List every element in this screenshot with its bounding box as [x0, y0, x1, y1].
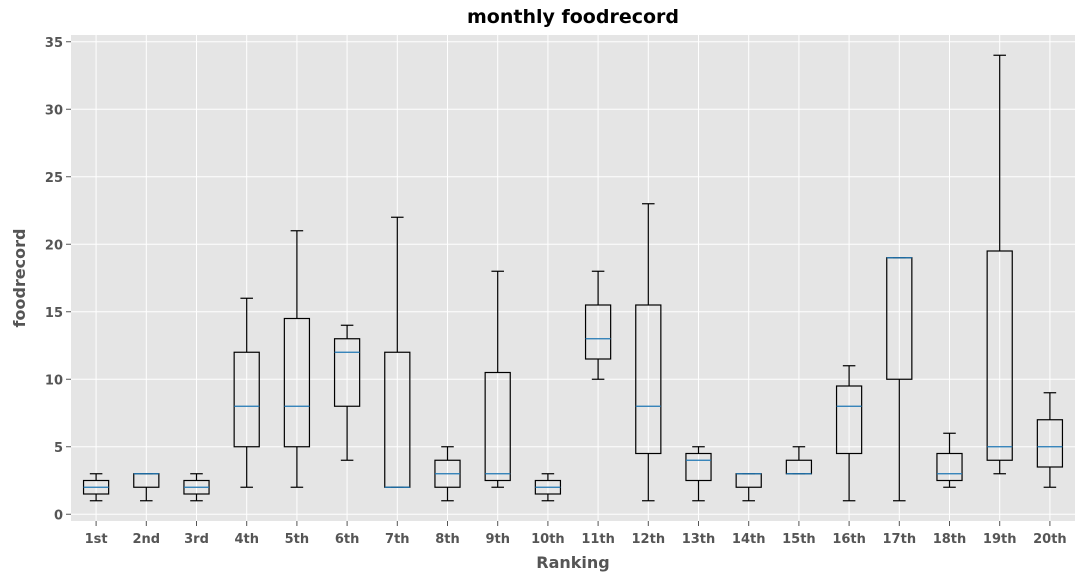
box-7th [384, 216, 411, 488]
box-14th [735, 473, 762, 502]
box-16th [835, 365, 863, 502]
box-iqr [635, 304, 662, 455]
y-ticks: 0 5 10 15 20 25 30 35 [45, 36, 71, 523]
box-10th [534, 473, 562, 502]
box-11th [584, 270, 612, 380]
x-tick-label: 16th [832, 532, 866, 547]
x-tick-label: 19th [983, 532, 1017, 547]
box-iqr [484, 371, 511, 482]
y-tick-label: 10 [45, 373, 63, 388]
box-iqr [835, 385, 863, 455]
x-tick-label: 17th [883, 532, 917, 547]
y-tick-label: 5 [54, 441, 63, 456]
x-tick-label: 14th [732, 532, 766, 547]
x-axis-label: Ranking [536, 553, 609, 572]
x-tick-label: 5th [285, 532, 310, 547]
y-tick-label: 0 [54, 508, 63, 523]
box-iqr [333, 338, 361, 407]
x-ticks: 1st 2nd 3rd 4th 5th 6th 7th 8th 9th 10th 11th 12th 1… [85, 521, 1067, 547]
box-20th [1036, 392, 1064, 488]
y-tick-label: 20 [45, 238, 63, 253]
box-5th [283, 230, 311, 488]
x-tick-label: 10th [531, 532, 565, 547]
x-tick-label: 15th [782, 532, 816, 547]
y-tick-label: 30 [45, 103, 63, 118]
x-tick-label: 13th [682, 532, 716, 547]
y-tick-label: 15 [45, 306, 63, 321]
box-17th [886, 257, 913, 502]
chart-title: monthly foodrecord [467, 6, 679, 28]
x-tick-label: 9th [485, 532, 510, 547]
x-tick-label: 8th [435, 532, 460, 547]
x-tick-label: 11th [581, 532, 615, 547]
box-4th [233, 297, 260, 488]
y-tick-label: 25 [45, 171, 63, 186]
box-2nd [133, 473, 160, 502]
box-15th [785, 446, 813, 475]
x-tick-label: 6th [335, 532, 360, 547]
box-13th [685, 446, 712, 502]
x-tick-label: 3rd [184, 532, 209, 547]
plot-background [71, 35, 1075, 521]
box-6th [333, 324, 361, 461]
box-9th [484, 270, 511, 488]
x-tick-label: 12th [632, 532, 666, 547]
box-18th [936, 432, 963, 488]
box-iqr [283, 317, 311, 448]
x-tick-label: 4th [234, 532, 259, 547]
box-iqr [986, 250, 1013, 461]
box-iqr [1036, 419, 1064, 468]
box-19th [986, 54, 1013, 475]
x-tick-label: 7th [385, 532, 410, 547]
y-axis-label: foodrecord [10, 229, 29, 328]
x-tick-label: 20th [1033, 532, 1067, 547]
box-iqr [233, 351, 260, 448]
box-8th [434, 446, 461, 502]
x-tick-label: 18th [933, 532, 967, 547]
box-12th [635, 203, 662, 502]
box-iqr [936, 452, 963, 482]
box-iqr [685, 452, 712, 482]
boxes-layer [82, 54, 1064, 502]
y-tick-label: 35 [45, 36, 63, 51]
box-iqr [584, 304, 612, 360]
box-3rd [183, 473, 210, 502]
box-1st [82, 473, 110, 502]
x-tick-label: 2nd [132, 532, 160, 547]
x-tick-label: 1st [85, 532, 108, 547]
